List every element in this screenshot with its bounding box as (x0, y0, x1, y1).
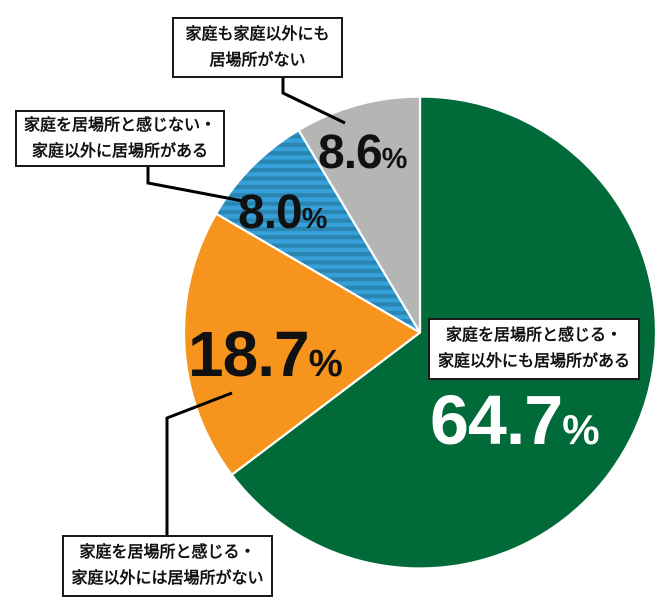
callout-line: 家庭を居場所と感じる・ (79, 544, 256, 562)
percent-sign: % (308, 342, 343, 385)
value-label-orange-slice: 18.7% (188, 322, 343, 386)
callout-green-slice-label: 家庭を居場所と感じる・ 家庭以外にも居場所がある (428, 318, 640, 380)
callout-line: 家庭を居場所と感じない・ (23, 116, 216, 134)
value-number: 8.0 (238, 186, 303, 239)
callout-line: 家庭以外に居場所がある (31, 142, 208, 160)
value-number: 64.7 (430, 381, 563, 459)
callout-line: 家庭以外には居場所がない (71, 570, 264, 587)
value-label-blue-slice: 8.0% (238, 189, 327, 237)
pie-slice-orange (182, 212, 422, 476)
value-label-gray-slice: 8.6% (318, 129, 407, 177)
pie-slice-blue (215, 129, 422, 334)
percent-sign: % (381, 143, 408, 175)
value-number: 18.7 (188, 318, 310, 390)
pie-slice-gray (297, 95, 422, 334)
callout-line: 家庭を居場所と感じる・ (445, 327, 622, 345)
callout-blue-slice-label: 家庭を居場所と感じない・ 家庭以外に居場所がある (15, 110, 225, 167)
percent-sign: % (562, 406, 600, 453)
value-number: 8.6 (318, 126, 383, 179)
value-label-green-slice: 64.7% (430, 385, 600, 455)
callout-line: 居場所がない (209, 51, 306, 69)
leader-line-orange-slice (165, 391, 233, 535)
callout-orange-slice-label: 家庭を居場所と感じる・ 家庭以外には居場所がない (62, 535, 273, 597)
callout-line: 家庭も家庭以外にも (185, 25, 330, 43)
leader-line-gray-slice (281, 75, 346, 125)
percent-sign: % (301, 203, 328, 235)
callout-gray-slice-label: 家庭も家庭以外にも 居場所がない (172, 17, 343, 78)
callout-line: 家庭以外にも居場所がある (437, 353, 630, 370)
leader-line-blue-slice (146, 167, 244, 203)
